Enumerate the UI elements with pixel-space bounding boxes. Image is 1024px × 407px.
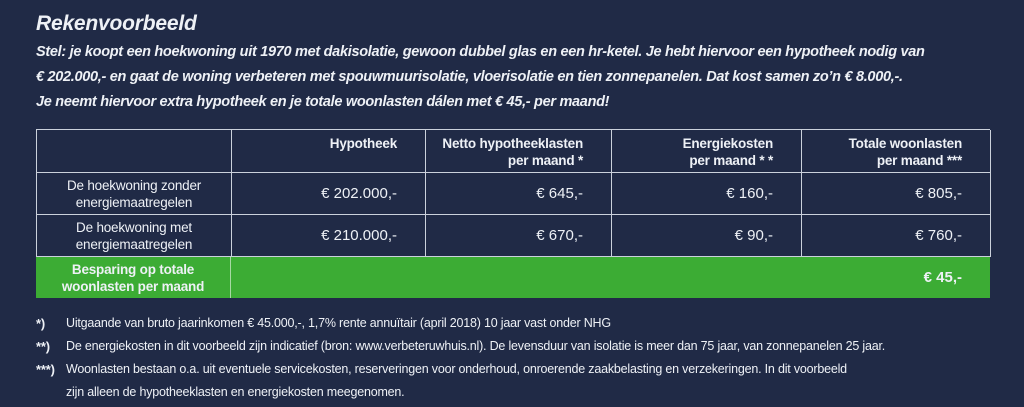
intro-line-1: Stel: je koopt een hoekwoning uit 1970 m…	[36, 44, 925, 60]
footnote-2-text: De energiekosten in dit voorbeeld zijn i…	[66, 339, 885, 353]
cell-netto-hypotheeklasten: € 670,-	[426, 215, 612, 257]
cell-energiekosten: € 90,-	[612, 215, 802, 257]
column-header-hypotheek: Hypotheek	[232, 130, 426, 173]
cell-totale-woonlasten: € 805,-	[802, 173, 991, 215]
footnote-1-text: Uitgaande van bruto jaarinkomen € 45.000…	[66, 316, 611, 330]
cost-comparison-table: Hypotheek Netto hypotheeklasten per maan…	[36, 129, 991, 298]
besparing-value: € 45,-	[923, 269, 962, 286]
cell-netto-hypotheeklasten: € 645,-	[426, 173, 612, 215]
column-header-energiekosten: Energiekosten per maand * *	[612, 130, 802, 173]
cell-hypotheek: € 202.000,-	[232, 173, 426, 215]
footnote-3-text-line-1: Woonlasten bestaan o.a. uit eventuele se…	[66, 362, 847, 376]
table-corner-cell	[37, 130, 232, 173]
footnote-2: **) De energiekosten in dit voorbeeld zi…	[36, 335, 1024, 358]
table-row-met-energiemaatregelen: De hoekwoning met energiemaatregelen € 2…	[37, 215, 991, 257]
table-dark-section: Hypotheek Netto hypotheeklasten per maan…	[36, 129, 991, 257]
column-header-totale-woonlasten: Totale woonlasten per maand ***	[802, 130, 991, 173]
table-row-zonder-energiemaatregelen: De hoekwoning zonder energiemaatregelen …	[37, 173, 991, 215]
cell-totale-woonlasten: € 760,-	[802, 215, 991, 257]
page-title: Rekenvoorbeeld	[36, 12, 197, 35]
footnote-3-text-line-2: zijn alleen de hypotheeklasten en energi…	[66, 385, 405, 399]
footnote-1-marker: *)	[36, 316, 45, 331]
row-label: De hoekwoning met energiemaatregelen	[37, 215, 232, 257]
intro-line-3: Je neemt hiervoor extra hypotheek en je …	[36, 94, 610, 110]
footnote-2-marker: **)	[36, 339, 50, 354]
cell-energiekosten: € 160,-	[612, 173, 802, 215]
footnote-3: ***) Woonlasten bestaan o.a. uit eventue…	[36, 358, 1024, 404]
row-label: De hoekwoning zonder energiemaatregelen	[37, 173, 232, 215]
footnote-1: *) Uitgaande van bruto jaarinkomen € 45.…	[36, 312, 1024, 335]
besparing-row-label: Besparing op totale woonlasten per maand	[36, 257, 231, 298]
intro-paragraph: Stel: je koopt een hoekwoning uit 1970 m…	[36, 40, 1024, 115]
footnotes: *) Uitgaande van bruto jaarinkomen € 45.…	[36, 312, 1024, 404]
table-row-besparing: Besparing op totale woonlasten per maand…	[36, 257, 990, 298]
intro-line-2: € 202.000,- en gaat de woning verbeteren…	[36, 69, 903, 85]
column-header-netto-hypotheeklasten: Netto hypotheeklasten per maand *	[426, 130, 612, 173]
footnote-3-marker: ***)	[36, 362, 55, 377]
cell-hypotheek: € 210.000,-	[232, 215, 426, 257]
table-header-row: Hypotheek Netto hypotheeklasten per maan…	[37, 130, 991, 173]
